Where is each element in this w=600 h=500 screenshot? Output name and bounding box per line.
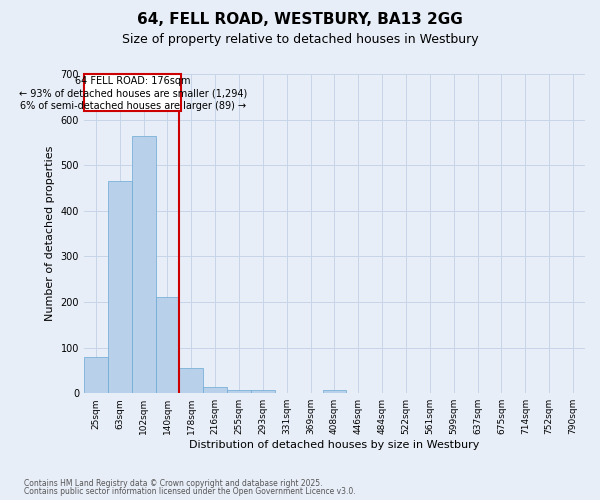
Text: 6% of semi-detached houses are larger (89) →: 6% of semi-detached houses are larger (8… [20,101,245,111]
FancyBboxPatch shape [84,74,181,112]
Bar [155,298,179,393]
Bar [203,388,227,393]
Y-axis label: Number of detached properties: Number of detached properties [45,146,55,322]
Text: ← 93% of detached houses are smaller (1,294): ← 93% of detached houses are smaller (1,… [19,88,247,99]
Text: 64, FELL ROAD, WESTBURY, BA13 2GG: 64, FELL ROAD, WESTBURY, BA13 2GG [137,12,463,28]
Bar [323,390,346,393]
Bar [227,390,251,393]
Bar [131,136,155,393]
Text: Size of property relative to detached houses in Westbury: Size of property relative to detached ho… [122,32,478,46]
X-axis label: Distribution of detached houses by size in Westbury: Distribution of detached houses by size … [189,440,479,450]
Bar [179,368,203,393]
Text: Contains public sector information licensed under the Open Government Licence v3: Contains public sector information licen… [24,487,356,496]
Bar [108,181,131,393]
Text: Contains HM Land Registry data © Crown copyright and database right 2025.: Contains HM Land Registry data © Crown c… [24,478,323,488]
Bar [84,356,108,393]
Text: 64 FELL ROAD: 176sqm: 64 FELL ROAD: 176sqm [75,76,190,86]
Bar [251,390,275,393]
